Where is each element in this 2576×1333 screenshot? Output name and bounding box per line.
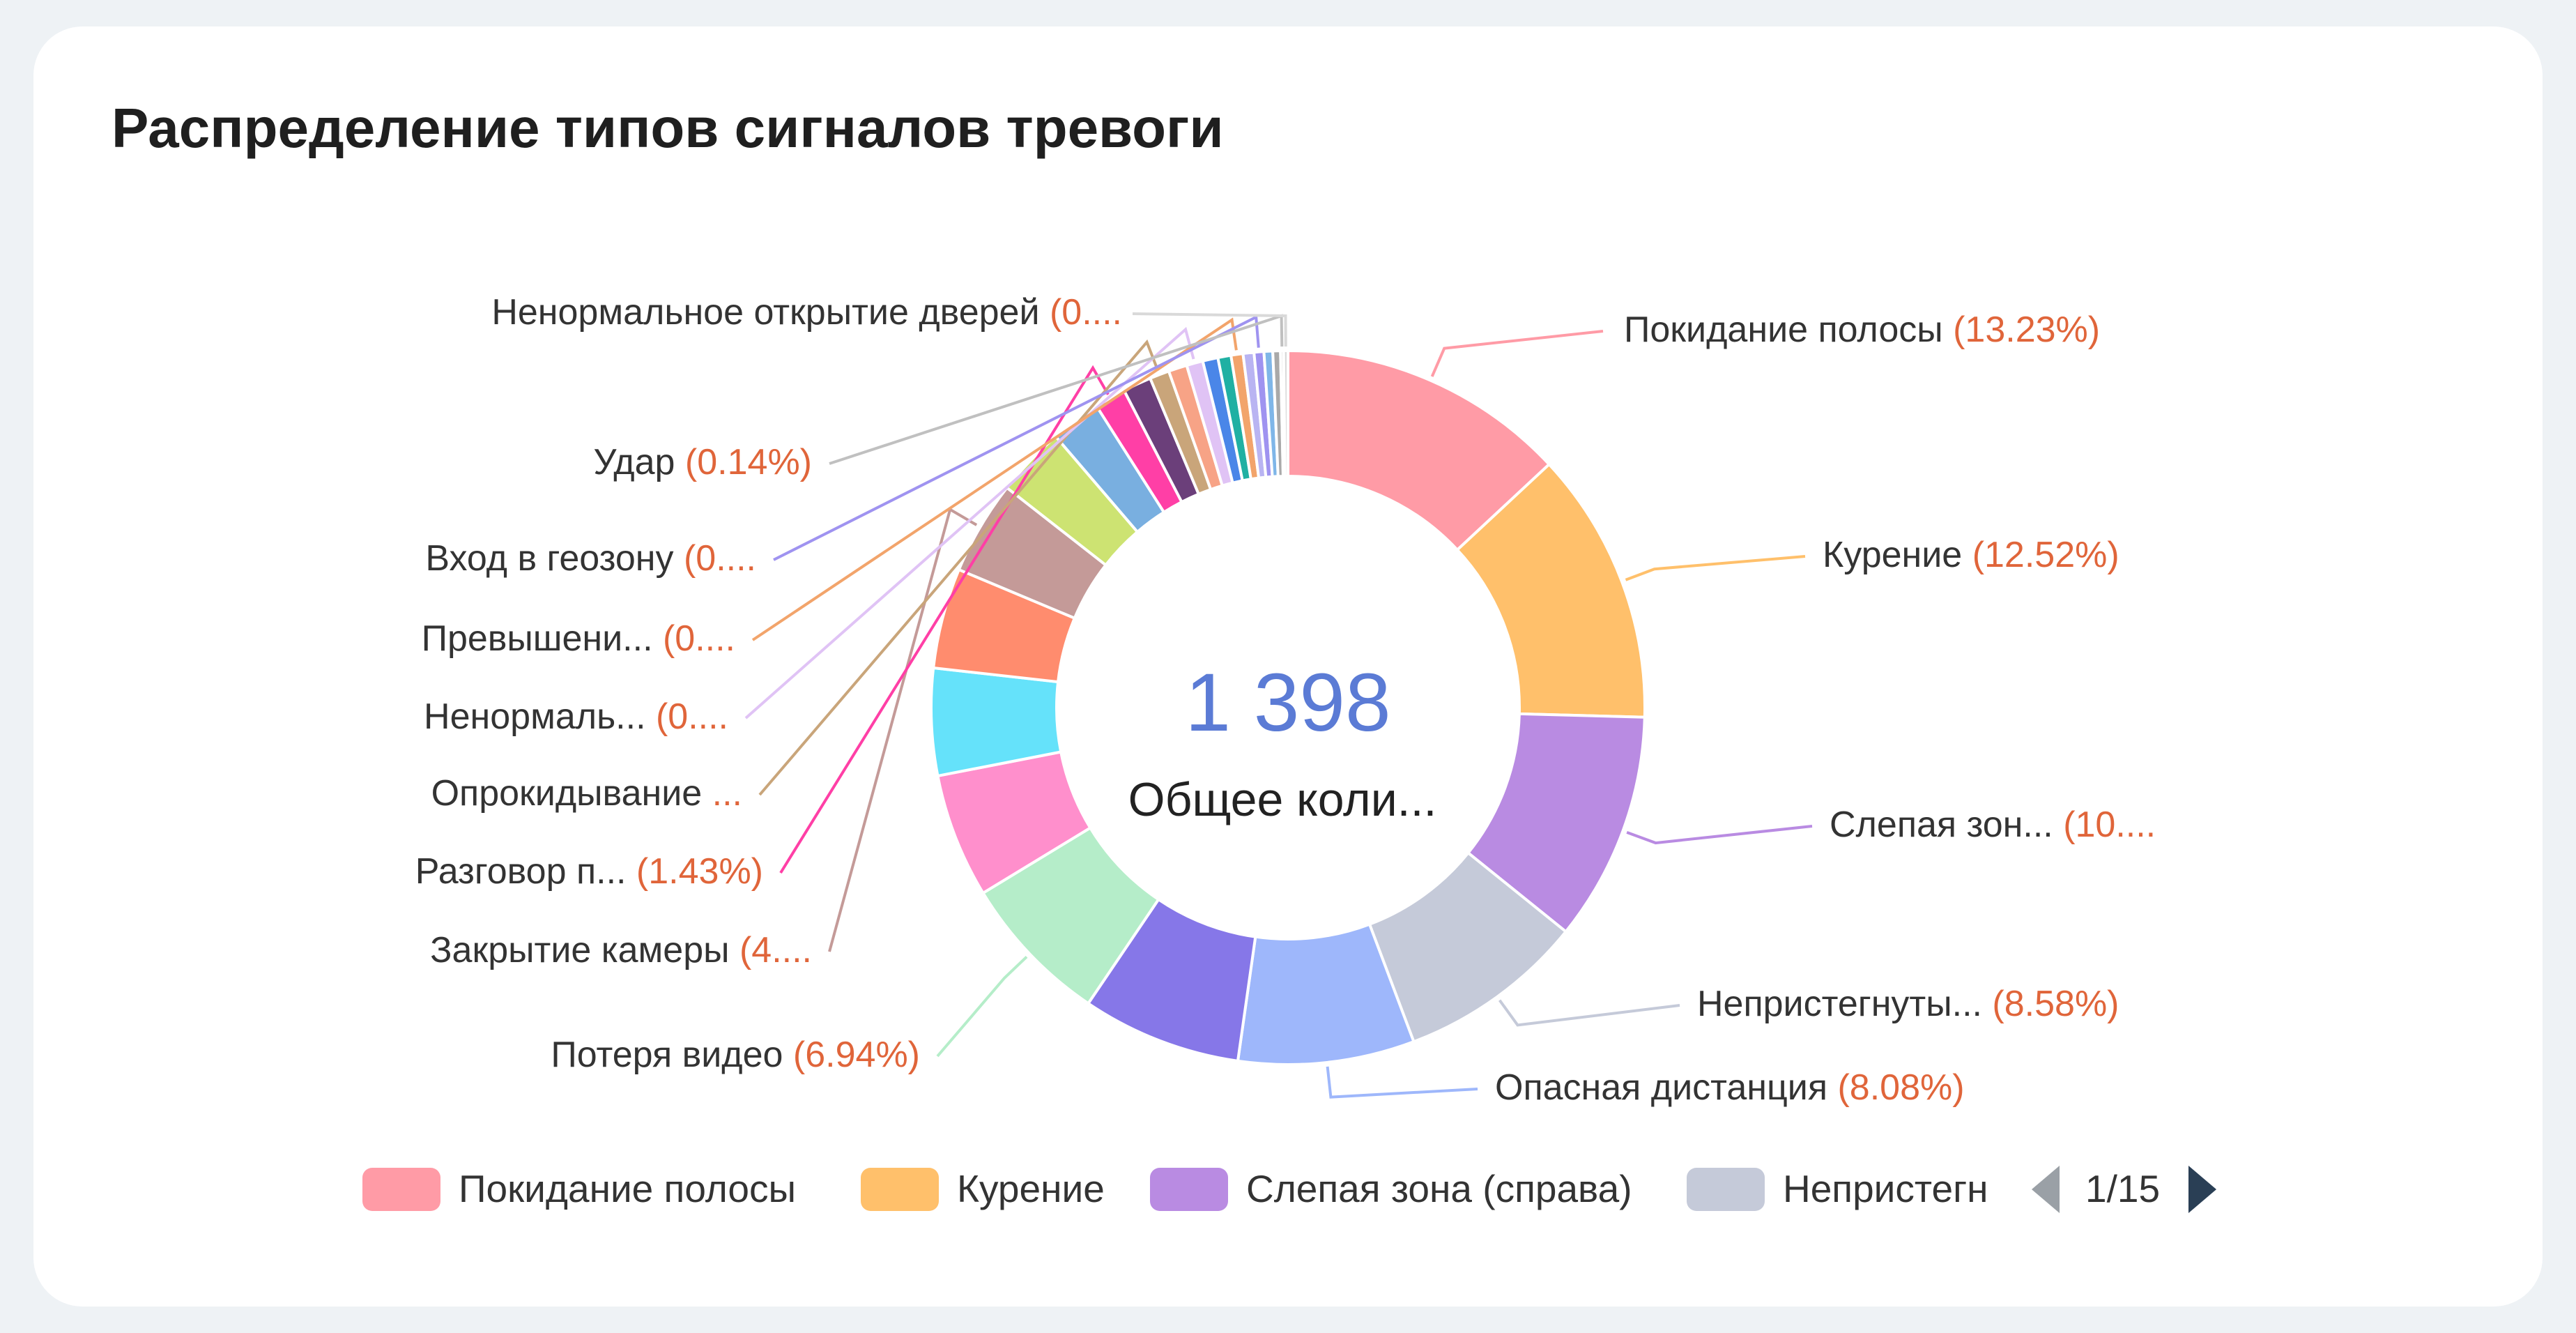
slice-label-разговор-п: Разговор п... (1.43%)	[415, 851, 763, 892]
slice-курение[interactable]	[1455, 462, 1646, 719]
slice-label-ненормальное-открытие-дверей: Ненормальное открытие дверей (0....	[491, 292, 1122, 333]
leader-line-превышени	[751, 317, 1238, 641]
leader-line-разговор-п	[779, 365, 1110, 874]
slice-ненормальное-открытие-дверей[interactable]	[1282, 349, 1289, 478]
slice-labels: Покидание полосы (13.23%) Курение (12.52%…	[415, 292, 2156, 1108]
slice-label-опасная-дистанция: Опасная дистанция (8.08%)	[1495, 1067, 1965, 1108]
slice-label-name: Ненормаль...	[424, 696, 656, 737]
legend-label: Слепая зона (справа)	[1246, 1167, 1632, 1210]
slice-label-name: Вход в геозону	[425, 538, 684, 579]
slice-label-name: Покидание полосы	[1624, 310, 1953, 350]
legend-swatch	[861, 1168, 939, 1211]
legend: Покидание полосы Курение Слепая зона (спра…	[362, 1167, 1988, 1211]
leader-line-покидание-полосы	[1430, 330, 1604, 377]
center-total-label: Общее коли...	[1128, 773, 1437, 826]
slice-label-percent: (1.43%)	[636, 851, 763, 892]
legend-item-слепая-зона-справа[interactable]: Слепая зона (справа)	[1150, 1167, 1632, 1211]
slice-label-непристегнуты: Непристегнуты... (8.58%)	[1697, 984, 2119, 1024]
slice-label-name: Закрытие камеры	[430, 930, 739, 970]
center-total-value: 1 398	[1185, 657, 1390, 749]
slice-label-percent: (4....	[739, 930, 812, 970]
legend-label: Покидание полосы	[459, 1167, 796, 1210]
legend-prev-icon[interactable]	[2032, 1166, 2060, 1213]
slice-label-percent: (0....	[663, 618, 735, 659]
leader-line-опрокидывание	[758, 339, 1160, 796]
slice-label-name: Опрокидывание	[431, 773, 712, 814]
label-leader-lines	[744, 312, 1813, 1099]
chart-card	[33, 26, 2543, 1307]
slice-label-percent: (10....	[2063, 805, 2156, 845]
legend-item-курение[interactable]: Курение	[861, 1167, 1105, 1211]
slice-покидание-полосы[interactable]	[1287, 349, 1551, 552]
slice-label-name: Потеря видео	[551, 1035, 793, 1075]
leader-line-слепая-зона-справа	[1626, 825, 1813, 845]
slice-label-percent: (0....	[656, 696, 728, 737]
slice-label-percent: ...	[712, 773, 742, 814]
leader-line-вход-в-геозону	[773, 314, 1260, 561]
leader-line-опасная-дистанция	[1326, 1066, 1478, 1099]
slice-label-name: Курение	[1823, 535, 1972, 575]
slice-label-слепая-зона-справа: Слепая зон... (10....	[1830, 805, 2156, 845]
slice-label-превышени: Превышени... (0....	[422, 618, 735, 659]
slice-label-percent: (8.08%)	[1837, 1067, 1964, 1108]
legend-item-покидание-полосы[interactable]: Покидание полосы	[362, 1167, 796, 1211]
legend-swatch	[1687, 1168, 1765, 1211]
slice-label-name: Ненормальное открытие дверей	[491, 292, 1050, 333]
legend-page-indicator: 1/15	[2085, 1167, 2160, 1210]
slice-label-percent: (8.58%)	[1992, 984, 2119, 1024]
slice-label-percent: (12.52%)	[1972, 535, 2119, 575]
slice-label-percent: (13.23%)	[1953, 310, 2100, 350]
chart-title: Распределение типов сигналов тревоги	[112, 97, 1224, 159]
slice-label-опрокидывание: Опрокидывание ...	[431, 773, 742, 814]
slice-label-ненормаль: Ненормаль... (0....	[424, 696, 728, 737]
slice-label-percent: (6.94%)	[793, 1035, 920, 1075]
slice-label-percent: (0....	[684, 538, 756, 579]
slice-label-name: Слепая зон...	[1830, 805, 2063, 845]
slice-label-name: Разговор п...	[415, 851, 636, 892]
legend-swatch	[1150, 1168, 1228, 1211]
legend-label: Курение	[957, 1167, 1105, 1210]
legend-item-непристегн[interactable]: Непристегн	[1687, 1167, 1988, 1211]
slice-label-закрытие-камеры: Закрытие камеры (4....	[430, 930, 812, 970]
legend-next-icon[interactable]	[2188, 1166, 2216, 1213]
slice-label-потеря-видео: Потеря видео (6.94%)	[551, 1035, 920, 1075]
slice-label-name: Опасная дистанция	[1495, 1067, 1837, 1108]
slice-label-удар: Удар (0.14%)	[593, 442, 812, 482]
legend-swatch	[362, 1168, 440, 1211]
slice-label-вход-в-геозону: Вход в геозону (0....	[425, 538, 756, 579]
slice-label-percent: (0.14%)	[685, 442, 812, 482]
leader-line-непристегнуты	[1498, 999, 1680, 1027]
legend-label: Непристегн	[1783, 1167, 1988, 1210]
legend-pager: 1/15	[2032, 1166, 2216, 1213]
slice-label-курение: Курение (12.52%)	[1823, 535, 2119, 575]
leader-line-потеря-видео	[936, 955, 1028, 1058]
slice-label-name: Превышени...	[422, 618, 663, 659]
leader-line-курение	[1625, 555, 1806, 581]
slice-label-name: Непристегнуты...	[1697, 984, 1992, 1024]
slice-label-покидание-полосы: Покидание полосы (13.23%)	[1624, 310, 2100, 350]
leader-line-ненормальное-открытие-дверей	[1132, 312, 1287, 347]
slice-label-percent: (0....	[1050, 292, 1122, 333]
donut-slices	[930, 349, 1646, 1066]
slice-label-name: Удар	[593, 442, 685, 482]
